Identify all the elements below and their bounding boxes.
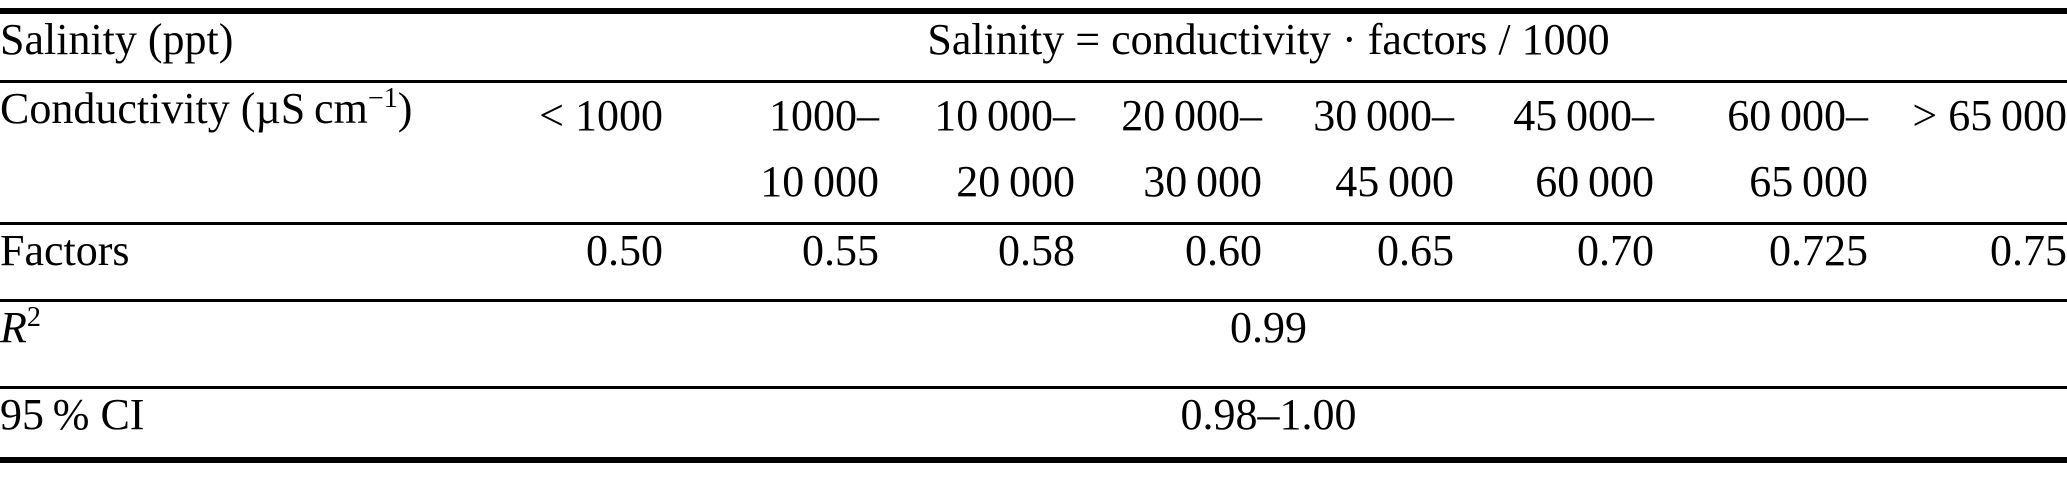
ci-value: 0.98–1.00 <box>1180 389 1357 439</box>
r-squared-exponent: 2 <box>26 302 41 334</box>
conductivity-range-cell: > 65 000 <box>1868 81 2067 225</box>
range-line1: 60 000– <box>1727 90 1868 140</box>
factor-value-cell: 0.60 <box>1075 223 1262 302</box>
conductivity-range-cell: 60 000– 65 000 <box>1654 81 1868 225</box>
range-line2: 30 000 <box>1143 156 1262 206</box>
factor-value-cell: 0.65 <box>1262 223 1454 302</box>
range-line1: 1000– <box>769 90 879 140</box>
range-line1: 30 000– <box>1313 90 1454 140</box>
factors-row-label: Factors <box>0 223 470 302</box>
range-line1: < 1000 <box>539 90 663 140</box>
conductivity-range-cell: 10 000– 20 000 <box>879 81 1075 225</box>
range-line1: 10 000– <box>934 90 1075 140</box>
range-line1: > 65 000 <box>1912 90 2067 140</box>
range-line2: 10 000 <box>760 156 879 206</box>
range-line2: 60 000 <box>1535 156 1654 206</box>
conductivity-label-paren: ) <box>397 83 413 133</box>
factor-value-cell: 0.70 <box>1454 223 1654 302</box>
conductivity-row-label: Conductivity (µS cm−1) <box>0 81 470 225</box>
salinity-conversion-table: Salinity (ppt) Salinity = conductivity ·… <box>0 8 2067 463</box>
r-squared-value: 0.99 <box>470 300 2067 389</box>
factor-value-cell: 0.725 <box>1654 223 1868 302</box>
conductivity-range-cell: 30 000– 45 000 <box>1262 81 1454 225</box>
conductivity-range-cell: 20 000– 30 000 <box>1075 81 1262 225</box>
conductivity-range-cell: 1000– 10 000 <box>663 81 879 225</box>
conductivity-label-text: Conductivity (µS cm <box>0 83 368 133</box>
r-symbol: R <box>0 302 27 352</box>
factor-value-cell: 0.50 <box>470 223 663 302</box>
range-line2: 20 000 <box>956 156 1075 206</box>
table-row-salinity: Salinity (ppt) Salinity = conductivity ·… <box>0 11 2067 83</box>
range-line2: 45 000 <box>1335 156 1454 206</box>
conductivity-range-cell: < 1000 <box>470 81 663 225</box>
factor-value-cell: 0.75 <box>1868 223 2067 302</box>
table-row-conductivity: Conductivity (µS cm−1) < 1000 1000– 10 00… <box>0 81 2067 225</box>
factor-value-cell: 0.58 <box>879 223 1075 302</box>
salinity-formula: Salinity = conductivity · factors / 1000 <box>470 11 2067 83</box>
table-row-ci: 95 % CI 0.98–1.00 <box>0 387 2067 460</box>
ci-row-label: 95 % CI <box>0 389 145 439</box>
table-row-factors: Factors 0.50 0.55 0.58 0.60 0.65 0.70 0.… <box>0 223 2067 302</box>
conductivity-range-cell: 45 000– 60 000 <box>1454 81 1654 225</box>
range-line1: 20 000– <box>1121 90 1262 140</box>
factor-value-cell: 0.55 <box>663 223 879 302</box>
r-squared-row-label: R2 <box>0 300 470 389</box>
range-line1: 45 000– <box>1513 90 1654 140</box>
table-row-r-squared: R2 0.99 <box>0 300 2067 389</box>
conductivity-label-exponent: −1 <box>367 83 398 115</box>
salinity-row-label: Salinity (ppt) <box>0 11 470 83</box>
range-line2: 65 000 <box>1749 156 1868 206</box>
